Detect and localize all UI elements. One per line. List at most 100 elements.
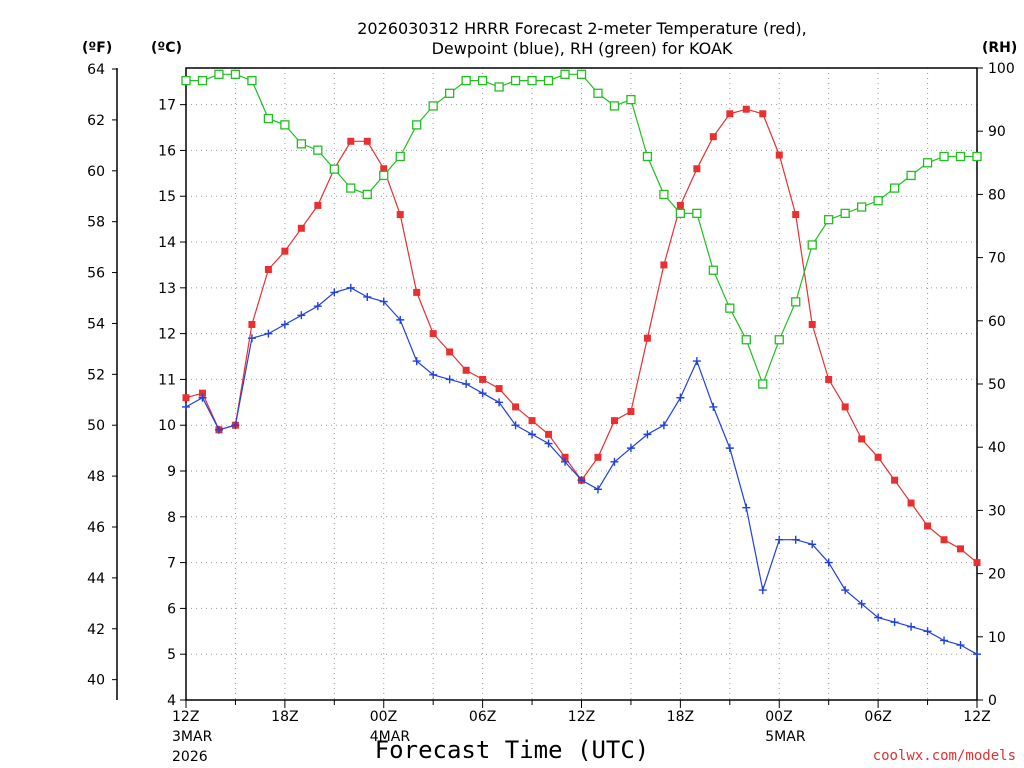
temperature-point <box>693 165 701 173</box>
dewpoint-point <box>396 315 405 324</box>
fahrenheit-tick-label: 64 <box>87 62 105 78</box>
rh-axis: 0 10 20 30 40 50 60 70 80 90 100 <box>977 61 1015 709</box>
celsius-tick-label: 6 <box>167 601 176 617</box>
grid <box>186 68 977 700</box>
temperature-point <box>264 266 272 274</box>
temperature-point <box>627 407 635 415</box>
temperature-point <box>363 137 371 145</box>
relative-humidity-point <box>922 158 933 168</box>
chart-title-line-1: 2026030312 HRRR Forecast 2-meter Tempera… <box>357 19 807 38</box>
temperature-point <box>874 453 882 461</box>
relative-humidity-point <box>346 183 356 193</box>
time-tick-label: 06Z <box>469 709 496 725</box>
dewpoint-point <box>659 421 668 430</box>
temperature-point <box>347 137 355 145</box>
relative-humidity-point <box>280 120 290 130</box>
dewpoint-point <box>775 535 784 544</box>
dewpoint-point <box>725 444 734 453</box>
temperature-point <box>924 522 932 530</box>
rh-tick-label: 50 <box>988 377 1006 393</box>
fahrenheit-tick-label: 62 <box>87 113 105 129</box>
temperature-point <box>709 133 717 141</box>
time-tick-label: 18Z <box>667 709 694 725</box>
fahrenheit-axis: 40 42 44 46 48 50 52 54 56 58 60 62 64 <box>87 62 118 700</box>
fahrenheit-tick-label: 54 <box>87 316 105 332</box>
dewpoint-point <box>214 425 223 434</box>
dewpoint-point <box>857 599 866 608</box>
relative-humidity-point <box>791 297 801 307</box>
temperature-point <box>479 375 487 383</box>
relative-humidity-point <box>313 145 323 155</box>
temperature-point <box>726 110 734 118</box>
dewpoint-point <box>495 398 504 407</box>
dewpoint-point <box>874 613 883 622</box>
dewpoint-point <box>791 535 800 544</box>
temperature-point <box>429 330 437 338</box>
date-label: 3MAR <box>172 729 213 745</box>
temperature-point <box>973 559 981 567</box>
temperature-point <box>512 403 520 411</box>
rh-tick-label: 10 <box>988 630 1006 646</box>
rh-tick-label: 70 <box>988 251 1006 267</box>
dewpoint-point <box>231 421 240 430</box>
time-tick-label: 00Z <box>765 709 792 725</box>
relative-humidity-point <box>856 202 867 212</box>
dewpoint-point <box>692 357 701 366</box>
temperature-point <box>462 366 470 374</box>
temperature-point <box>314 201 322 209</box>
relative-humidity-point <box>379 170 389 181</box>
relative-humidity-point <box>263 113 274 124</box>
temperature-point <box>198 389 206 397</box>
dewpoint-point <box>610 457 619 466</box>
dewpoint-point <box>313 302 322 311</box>
temperature-point <box>676 201 684 209</box>
dewpoint-point <box>890 618 899 627</box>
fahrenheit-tick-label: 60 <box>87 164 105 180</box>
dewpoint-point <box>297 311 306 320</box>
rh-tick-label: 60 <box>988 314 1006 330</box>
temperature-point <box>858 435 866 443</box>
relative-humidity-point <box>955 151 966 162</box>
dewpoint-point <box>709 402 718 411</box>
dewpoint-point <box>923 627 932 636</box>
fahrenheit-tick-label: 48 <box>87 469 105 485</box>
celsius-tick-label: 7 <box>167 556 176 572</box>
dewpoint-point <box>593 485 602 494</box>
relative-humidity-point <box>247 75 257 86</box>
relative-humidity-point <box>889 183 900 193</box>
relative-humidity-point <box>906 170 916 181</box>
relative-humidity-point <box>296 139 307 149</box>
dewpoint-point <box>445 375 454 384</box>
celsius-tick-label: 12 <box>158 327 176 343</box>
time-tick-label: 12Z <box>172 709 199 725</box>
temperature-point <box>396 211 404 219</box>
temperature-point <box>495 385 503 393</box>
relative-humidity-point <box>593 88 603 98</box>
relative-humidity-point <box>477 75 488 86</box>
celsius-tick-label: 5 <box>167 647 176 663</box>
dewpoint-point <box>412 357 421 366</box>
dewpoint-point <box>643 430 652 439</box>
relative-humidity-point <box>576 69 587 79</box>
temperature-point <box>413 288 421 296</box>
dewpoint-point <box>528 430 537 439</box>
relative-humidity-point <box>543 75 554 86</box>
celsius-tick-label: 13 <box>158 281 176 297</box>
rh-tick-label: 30 <box>988 503 1006 519</box>
dewpoint-point <box>462 380 471 388</box>
temperature-point <box>545 430 553 438</box>
dewpoint-point <box>363 292 372 301</box>
relative-humidity-point <box>758 379 768 389</box>
unit-fahrenheit: (ºF) <box>82 40 112 56</box>
relative-humidity-point <box>329 164 339 174</box>
relative-humidity-point <box>939 151 949 162</box>
relative-humidity-point <box>428 101 438 111</box>
relative-humidity-point <box>560 69 570 79</box>
temperature-point <box>742 105 750 113</box>
dewpoint-point <box>841 586 850 595</box>
unit-rh: (RH) <box>982 40 1017 56</box>
celsius-tick-label: 8 <box>167 510 176 526</box>
dewpoint-point <box>379 297 388 306</box>
dewpoint-point <box>676 393 685 402</box>
celsius-tick-label: 4 <box>167 693 176 709</box>
